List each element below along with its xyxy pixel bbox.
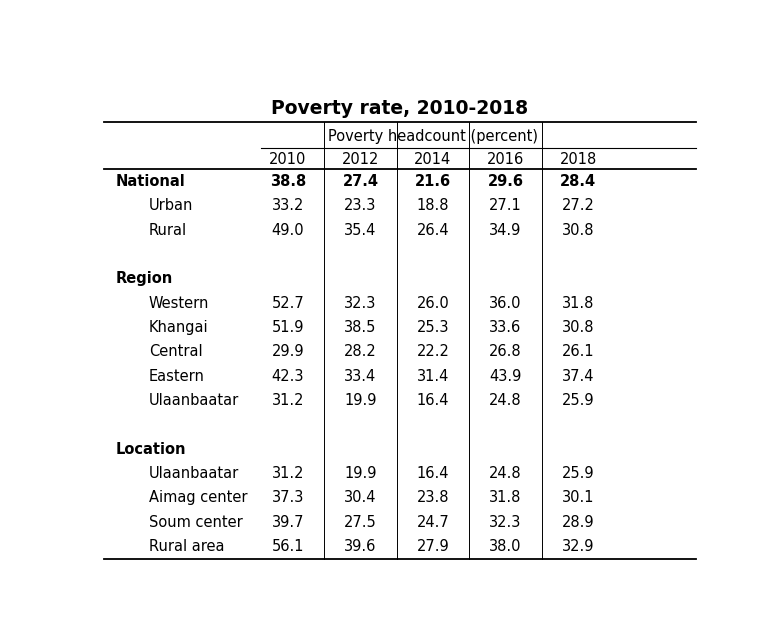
- Text: 21.6: 21.6: [415, 174, 451, 189]
- Text: 19.9: 19.9: [344, 393, 377, 408]
- Text: Poverty rate, 2010-2018: Poverty rate, 2010-2018: [271, 99, 528, 118]
- Text: 25.9: 25.9: [562, 393, 594, 408]
- Text: 31.2: 31.2: [271, 466, 304, 481]
- Text: 27.1: 27.1: [489, 198, 522, 214]
- Text: 29.6: 29.6: [488, 174, 523, 189]
- Text: 52.7: 52.7: [271, 296, 304, 311]
- Text: Ulaanbaatar: Ulaanbaatar: [149, 393, 239, 408]
- Text: Eastern: Eastern: [149, 369, 205, 384]
- Text: 2012: 2012: [342, 152, 379, 166]
- Text: 30.4: 30.4: [344, 490, 377, 506]
- Text: 56.1: 56.1: [271, 539, 304, 554]
- Text: 24.7: 24.7: [417, 515, 449, 530]
- Text: 31.8: 31.8: [562, 296, 594, 311]
- Text: Urban: Urban: [149, 198, 193, 214]
- Text: 34.9: 34.9: [489, 223, 522, 238]
- Text: 26.8: 26.8: [489, 344, 522, 360]
- Text: 26.0: 26.0: [417, 296, 449, 311]
- Text: 38.0: 38.0: [489, 539, 522, 554]
- Text: Ulaanbaatar: Ulaanbaatar: [149, 466, 239, 481]
- Text: Central: Central: [149, 344, 203, 360]
- Text: 37.4: 37.4: [562, 369, 594, 384]
- Text: 22.2: 22.2: [417, 344, 449, 360]
- Text: Soum center: Soum center: [149, 515, 243, 530]
- Text: 31.8: 31.8: [489, 490, 522, 506]
- Text: 28.2: 28.2: [344, 344, 377, 360]
- Text: 23.3: 23.3: [344, 198, 377, 214]
- Text: 51.9: 51.9: [271, 320, 304, 335]
- Text: 38.5: 38.5: [344, 320, 377, 335]
- Text: 2014: 2014: [414, 152, 452, 166]
- Text: Rural: Rural: [149, 223, 187, 238]
- Text: 27.2: 27.2: [562, 198, 594, 214]
- Text: Location: Location: [115, 442, 186, 457]
- Text: 49.0: 49.0: [271, 223, 304, 238]
- Text: 26.4: 26.4: [417, 223, 449, 238]
- Text: 30.8: 30.8: [562, 223, 594, 238]
- Text: 27.4: 27.4: [342, 174, 378, 189]
- Text: 24.8: 24.8: [489, 466, 522, 481]
- Text: 28.9: 28.9: [562, 515, 594, 530]
- Text: 39.7: 39.7: [271, 515, 304, 530]
- Text: 43.9: 43.9: [489, 369, 522, 384]
- Text: 25.3: 25.3: [417, 320, 449, 335]
- Text: 33.6: 33.6: [489, 320, 522, 335]
- Text: 2016: 2016: [487, 152, 524, 166]
- Text: National: National: [115, 174, 186, 189]
- Text: 18.8: 18.8: [417, 198, 449, 214]
- Text: 2010: 2010: [269, 152, 307, 166]
- Text: 19.9: 19.9: [344, 466, 377, 481]
- Text: 32.9: 32.9: [562, 539, 594, 554]
- Text: 36.0: 36.0: [489, 296, 522, 311]
- Text: 42.3: 42.3: [271, 369, 304, 384]
- Text: 38.8: 38.8: [270, 174, 306, 189]
- Text: 31.4: 31.4: [417, 369, 449, 384]
- Text: Region: Region: [115, 271, 173, 287]
- Text: 33.2: 33.2: [271, 198, 304, 214]
- Text: 23.8: 23.8: [417, 490, 449, 506]
- Text: 35.4: 35.4: [344, 223, 377, 238]
- Text: Poverty headcount (percent): Poverty headcount (percent): [328, 129, 538, 145]
- Text: Western: Western: [149, 296, 209, 311]
- Text: 26.1: 26.1: [562, 344, 594, 360]
- Text: 31.2: 31.2: [271, 393, 304, 408]
- Text: 28.4: 28.4: [560, 174, 596, 189]
- Text: 37.3: 37.3: [271, 490, 304, 506]
- Text: 29.9: 29.9: [271, 344, 304, 360]
- Text: 32.3: 32.3: [489, 515, 522, 530]
- Text: 27.9: 27.9: [417, 539, 449, 554]
- Text: 2018: 2018: [559, 152, 597, 166]
- Text: 16.4: 16.4: [417, 393, 449, 408]
- Text: 32.3: 32.3: [344, 296, 377, 311]
- Text: 30.1: 30.1: [562, 490, 594, 506]
- Text: 39.6: 39.6: [344, 539, 377, 554]
- Text: Khangai: Khangai: [149, 320, 208, 335]
- Text: 25.9: 25.9: [562, 466, 594, 481]
- Text: 30.8: 30.8: [562, 320, 594, 335]
- Text: 33.4: 33.4: [344, 369, 377, 384]
- Text: Aimag center: Aimag center: [149, 490, 247, 506]
- Text: 27.5: 27.5: [344, 515, 377, 530]
- Text: 24.8: 24.8: [489, 393, 522, 408]
- Text: 16.4: 16.4: [417, 466, 449, 481]
- Text: Rural area: Rural area: [149, 539, 225, 554]
